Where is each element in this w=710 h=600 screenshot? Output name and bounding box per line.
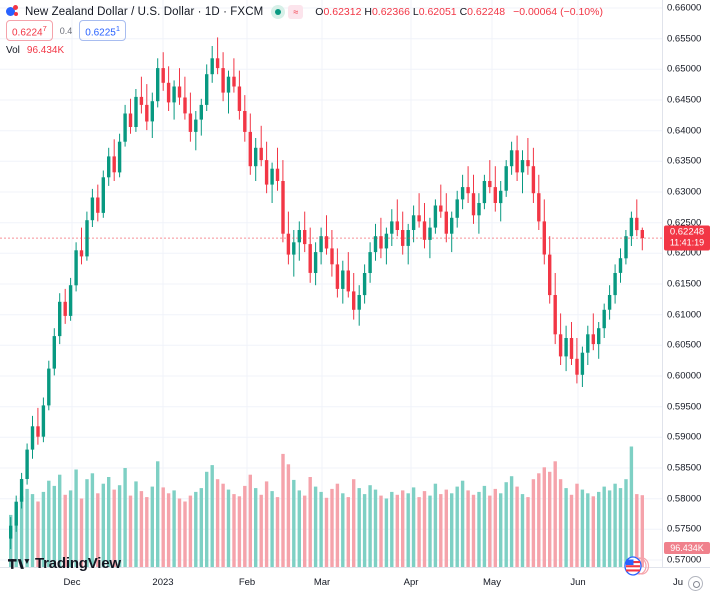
volume-value: 96.434K [26,45,65,56]
price-tick-label: 0.63500 [667,155,702,167]
tradingview-watermark: TradingView [8,555,121,572]
price-tick-label: 0.59500 [667,401,702,413]
price-tick-label: 0.57000 [667,554,702,566]
legend-volume-row: Vol 96.434K [6,42,603,59]
chart-legend: New Zealand Dollar / U.S. Dollar · 1D · … [6,3,603,59]
delayed-data-icon[interactable]: ≈ [288,4,304,19]
price-tick-label: 0.60000 [667,370,702,382]
close-value: 0.62248 [467,5,506,18]
price-tick-label: 0.61000 [667,309,702,321]
tradingview-logo-text: TradingView [35,555,121,572]
ohlc-values: O0.62312 H0.62366 L0.62051 C0.62248 −0.0… [315,6,603,18]
high-label: H [364,5,372,18]
price-tick-label: 0.62500 [667,217,702,229]
high-value: 0.62366 [371,5,410,18]
price-tick-label: 0.64500 [667,94,702,106]
price-tick-label: 0.58000 [667,493,702,505]
current-time-value: 11:41:19 [669,237,705,248]
ask-price-sup: 1 [115,23,121,33]
price-tick-label: 0.57500 [667,523,702,535]
time-tick-label: Feb [238,577,256,588]
price-tick-label: 0.63000 [667,186,702,198]
current-price-value: 0.62248 [669,226,705,238]
ask-price-box[interactable]: 0.62251 [79,19,127,42]
legend-quote-row: 0.62247 0.4 0.62251 [6,19,603,42]
price-tick-label: 0.62000 [667,247,702,259]
symbol-title[interactable]: New Zealand Dollar / U.S. Dollar · 1D · … [25,5,264,18]
time-tick-label: Apr [403,577,419,588]
price-tick-label: 0.59000 [667,431,702,443]
time-tick-label: 2023 [152,577,174,588]
market-open-dot-icon [271,4,286,19]
change-value: −0.00064 [513,5,558,18]
price-tick-label: 0.66000 [667,2,702,14]
time-tick-label: Dec [63,577,81,588]
volume-axis-badge[interactable]: 96.434K [664,542,710,554]
bid-price-sup: 7 [42,23,47,33]
open-value: 0.62312 [323,5,362,18]
legend-symbol-row: New Zealand Dollar / U.S. Dollar · 1D · … [6,3,603,20]
us-flag-badge-icon [624,556,650,576]
price-axis[interactable]: 0.66000 0.65500 0.65000 0.64500 0.64000 0.635… [662,0,710,567]
close-label: C [459,5,468,18]
current-price-badge[interactable]: 0.62248 11:41:19 [664,225,710,251]
time-axis[interactable]: Dec 2023 Feb Mar Apr May Jun Ju [0,567,710,600]
axis-settings-gear-icon[interactable] [688,576,703,591]
change-percent: (−0.10%) [560,5,603,18]
bid-price-box[interactable]: 0.62247 [6,19,53,42]
currency-pair-icon [6,4,20,19]
price-tick-label: 0.64000 [667,125,702,137]
time-tick-label: Ju [672,577,684,588]
chart-plot-area[interactable] [0,0,662,567]
open-label: O [315,5,324,18]
spread-value: 0.4 [59,25,73,36]
volume-label[interactable]: Vol [6,45,20,56]
price-tick-label: 0.58500 [667,462,702,474]
time-tick-label: May [483,577,501,588]
tradingview-logo-icon [8,558,30,569]
price-tick-label: 0.65000 [667,63,702,75]
time-tick-label: Mar [313,577,331,588]
low-value: 0.62051 [418,5,457,18]
low-label: L [412,5,419,18]
bid-price: 0.6224 [12,27,43,39]
price-tick-label: 0.65500 [667,33,702,45]
price-tick-label: 0.61500 [667,278,702,290]
time-tick-label: Jun [570,577,586,588]
price-tick-label: 0.60500 [667,339,702,351]
ask-price: 0.6225 [85,27,116,39]
